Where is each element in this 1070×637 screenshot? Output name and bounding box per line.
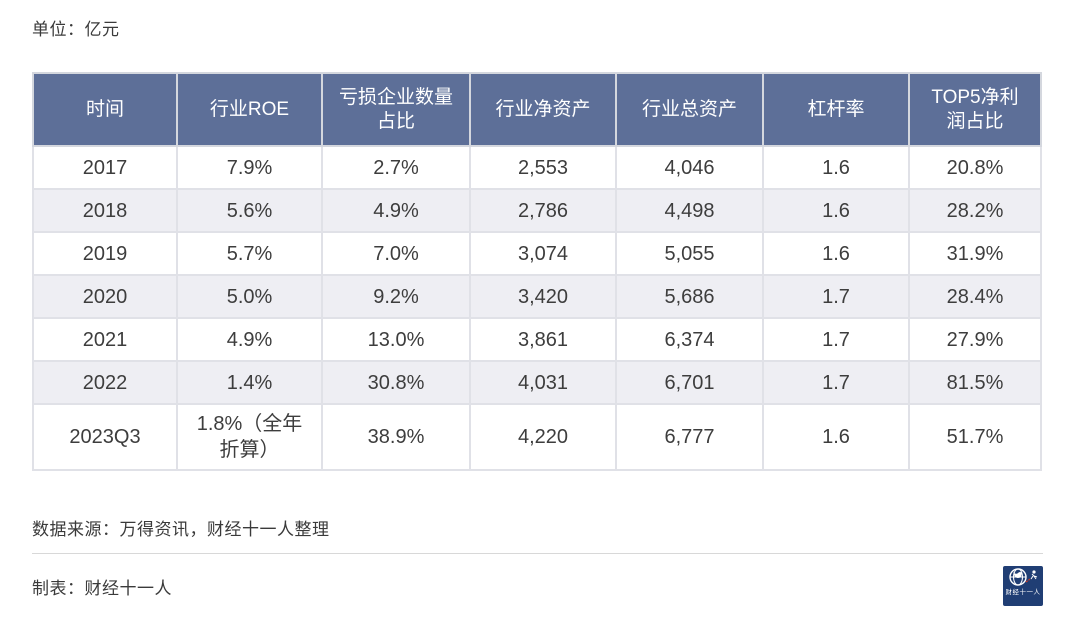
column-header: 行业总资产 <box>615 72 764 147</box>
table-cell: 27.9% <box>908 317 1042 362</box>
table-cell: 7.9% <box>176 145 323 190</box>
table-cell: 31.9% <box>908 231 1042 276</box>
column-header: 杠杆率 <box>762 72 910 147</box>
source-note: 数据来源：万得资讯，财经十一人整理 <box>32 520 330 539</box>
table-cell: 4.9% <box>321 188 471 233</box>
table-cell: 1.7 <box>762 317 910 362</box>
column-header: 时间 <box>32 72 178 147</box>
column-header: 亏损企业数量占比 <box>321 72 471 147</box>
table-cell: 4.9% <box>176 317 323 362</box>
table-cell: 51.7% <box>908 403 1042 471</box>
table-cell: 5.0% <box>176 274 323 319</box>
table-cell: 1.6 <box>762 188 910 233</box>
column-header: 行业ROE <box>176 72 323 147</box>
table-cell: 6,701 <box>615 360 764 405</box>
table-row: 2023Q3 1.8%（全年折算） 38.9% 4,220 6,777 1.6 51.7% <box>32 403 1042 471</box>
table-cell: 3,420 <box>469 274 617 319</box>
column-header: TOP5净利润占比 <box>908 72 1042 147</box>
table-cell: 81.5% <box>908 360 1042 405</box>
table-cell: 1.4% <box>176 360 323 405</box>
credit-note: 制表：财经十一人 <box>32 578 172 598</box>
table-cell: 1.6 <box>762 403 910 471</box>
table-cell: 1.6 <box>762 145 910 190</box>
table-cell: 3,074 <box>469 231 617 276</box>
table-row: 2022 1.4% 30.8% 4,031 6,701 1.7 81.5% <box>32 360 1042 405</box>
column-header: 行业净资产 <box>469 72 617 147</box>
table-row: 2018 5.6% 4.9% 2,786 4,498 1.6 28.2% <box>32 188 1042 233</box>
table-cell: 4,031 <box>469 360 617 405</box>
table-cell: 1.6 <box>762 231 910 276</box>
table-cell: 1.7 <box>762 360 910 405</box>
table-cell: 30.8% <box>321 360 471 405</box>
table-cell: 2017 <box>32 145 178 190</box>
table-cell: 4,220 <box>469 403 617 471</box>
table-cell: 2,786 <box>469 188 617 233</box>
table-cell: 5,686 <box>615 274 764 319</box>
table-cell: 9.2% <box>321 274 471 319</box>
industry-data-table: 时间 行业ROE 亏损企业数量占比 行业净资产 行业总资产 杠杆率 TOP5净利润占比 20… <box>32 72 1042 471</box>
table-cell: 2023Q3 <box>32 403 178 471</box>
table-cell: 6,777 <box>615 403 764 471</box>
table-cell: 4,498 <box>615 188 764 233</box>
table-cell: 1.8%（全年折算） <box>176 403 323 471</box>
table-cell: 13.0% <box>321 317 471 362</box>
table-cell: 2019 <box>32 231 178 276</box>
table-cell: 5.6% <box>176 188 323 233</box>
credit-row: 制表：财经十一人 财经十一人 <box>32 566 1043 606</box>
table-cell: 28.2% <box>908 188 1042 233</box>
table-cell: 7.0% <box>321 231 471 276</box>
page: 单位：亿元 时间 行业ROE 亏损企业数量占比 行业净资产 行业总资产 杠杆率 TOP5净利… <box>32 20 1043 606</box>
table-cell: 4,046 <box>615 145 764 190</box>
table-body: 2017 7.9% 2.7% 2,553 4,046 1.6 20.8% 2018 5.6% 4.… <box>32 145 1042 471</box>
table-cell: 38.9% <box>321 403 471 471</box>
globe-icon <box>1009 568 1038 586</box>
footer-divider <box>32 553 1043 554</box>
table-cell: 20.8% <box>908 145 1042 190</box>
table-cell: 2,553 <box>469 145 617 190</box>
unit-label: 单位：亿元 <box>32 20 120 39</box>
table-cell: 2.7% <box>321 145 471 190</box>
table-cell: 5,055 <box>615 231 764 276</box>
table-cell: 6,374 <box>615 317 764 362</box>
table-cell: 1.7 <box>762 274 910 319</box>
table-cell: 2020 <box>32 274 178 319</box>
table-cell: 28.4% <box>908 274 1042 319</box>
table-cell: 2022 <box>32 360 178 405</box>
publisher-logo: 财经十一人 <box>1003 566 1043 606</box>
logo-text: 财经十一人 <box>1005 589 1041 596</box>
table-header-row: 时间 行业ROE 亏损企业数量占比 行业净资产 行业总资产 杠杆率 TOP5净利润占比 <box>32 72 1042 147</box>
table-row: 2021 4.9% 13.0% 3,861 6,374 1.7 27.9% <box>32 317 1042 362</box>
table-header: 时间 行业ROE 亏损企业数量占比 行业净资产 行业总资产 杠杆率 TOP5净利润占比 <box>32 72 1042 147</box>
table-row: 2019 5.7% 7.0% 3,074 5,055 1.6 31.9% <box>32 231 1042 276</box>
table-cell: 5.7% <box>176 231 323 276</box>
table-cell: 3,861 <box>469 317 617 362</box>
table-row: 2020 5.0% 9.2% 3,420 5,686 1.7 28.4% <box>32 274 1042 319</box>
table-row: 2017 7.9% 2.7% 2,553 4,046 1.6 20.8% <box>32 145 1042 190</box>
table-cell: 2018 <box>32 188 178 233</box>
table-cell: 2021 <box>32 317 178 362</box>
